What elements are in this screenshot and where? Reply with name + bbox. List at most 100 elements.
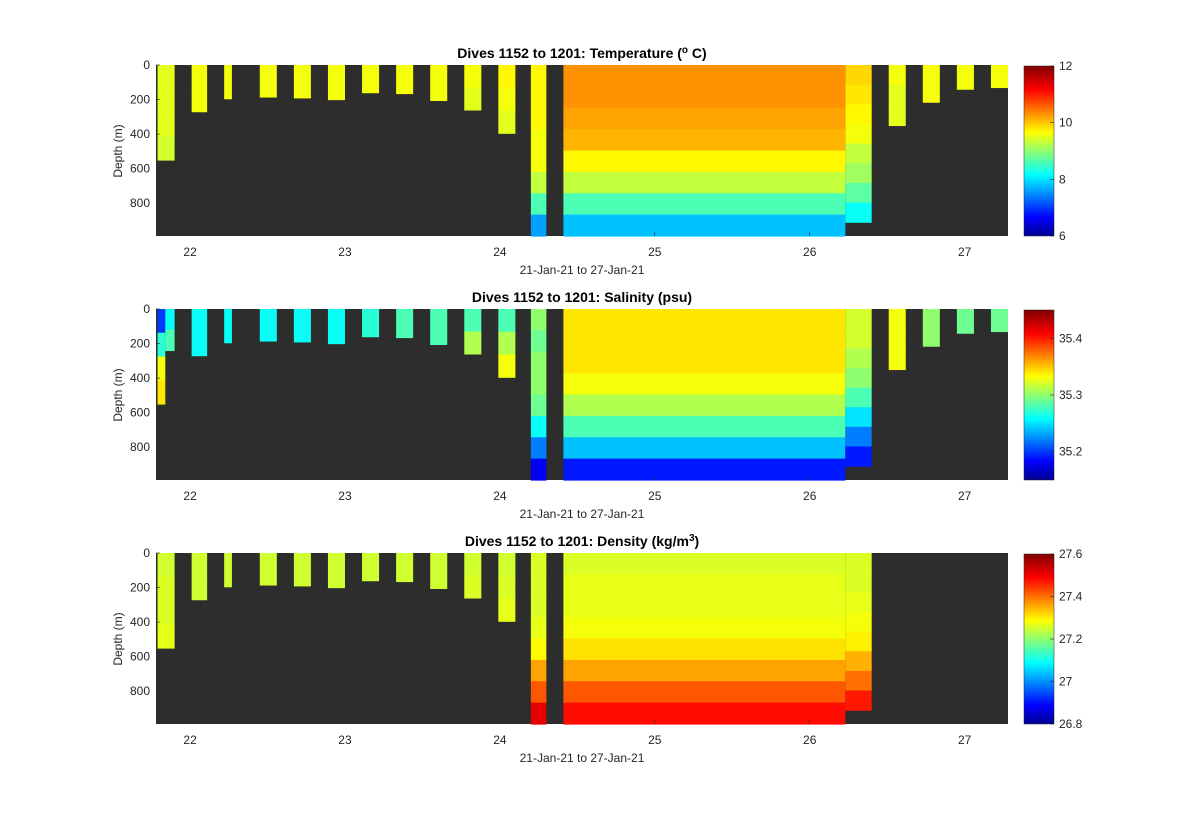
temperature-y-tick-label: 400 xyxy=(130,127,150,141)
temperature-cell xyxy=(191,65,208,89)
temperature-x-tick-label: 22 xyxy=(183,245,197,259)
temperature-colorbar-tick-label: 8 xyxy=(1059,172,1066,186)
salinity-cell xyxy=(157,332,166,358)
temperature-x-tick-label: 26 xyxy=(803,245,817,259)
density-colorbar-tick-label: 27.2 xyxy=(1059,632,1083,646)
salinity-y-tick-label: 800 xyxy=(130,440,150,454)
temperature-cell xyxy=(157,65,175,90)
temperature-cell xyxy=(530,214,547,237)
density-x-tick-label: 25 xyxy=(648,733,662,747)
salinity-cell xyxy=(845,426,872,448)
density-cell xyxy=(563,702,846,725)
temperature-cell xyxy=(224,65,232,100)
density-cell xyxy=(530,681,547,704)
salinity-cell xyxy=(430,309,448,346)
density-cell xyxy=(845,553,872,574)
density-colorbar-tick-label: 27.6 xyxy=(1059,547,1083,561)
density-cell xyxy=(327,553,345,589)
salinity-cell xyxy=(224,309,232,344)
temperature-cell xyxy=(563,86,846,109)
temperature-y-tick-label: 200 xyxy=(130,93,150,107)
density-cell xyxy=(157,576,175,602)
density-colorbar-ticks: 26.8 27 27.2 27.4 27.6 xyxy=(1050,547,1083,731)
temperature-x-ticks: 22 23 24 25 26 27 xyxy=(183,232,972,259)
salinity-title: Dives 1152 to 1201: Salinity (psu) xyxy=(472,289,692,305)
salinity-x-tick-label: 24 xyxy=(493,489,507,503)
temperature-colorbar-ticks: 6 8 10 12 xyxy=(1050,59,1073,243)
salinity-x-ticks: 22 23 24 25 26 27 xyxy=(183,476,972,503)
salinity-x-tick-label: 25 xyxy=(648,489,662,503)
salinity-data-cells xyxy=(157,309,1008,481)
salinity-cell xyxy=(845,328,872,349)
density-cell xyxy=(498,598,516,622)
temperature-cell xyxy=(956,65,974,90)
salinity-cell xyxy=(563,394,846,417)
density-cell xyxy=(845,651,872,672)
temperature-x-tick-label: 25 xyxy=(648,245,662,259)
temperature-cell xyxy=(845,163,872,184)
temperature-cell xyxy=(845,182,872,204)
temperature-colorbar-tick-label: 10 xyxy=(1059,116,1073,130)
density-cell xyxy=(530,702,547,725)
salinity-cell xyxy=(845,446,872,467)
density-cell xyxy=(430,553,448,590)
salinity-y-tick-label: 600 xyxy=(130,406,150,420)
temperature-cell xyxy=(845,202,872,223)
salinity-x-tick-label: 26 xyxy=(803,489,817,503)
density-cell xyxy=(530,553,547,575)
temperature-cell xyxy=(888,105,906,127)
density-y-tick-label: 0 xyxy=(143,546,150,560)
temperature-cell xyxy=(293,65,311,99)
density-cell xyxy=(464,575,482,599)
temperature-cell xyxy=(498,87,516,112)
temperature-cell xyxy=(259,65,277,98)
density-cell xyxy=(563,595,846,618)
temperature-cell xyxy=(530,193,547,216)
density-cell xyxy=(157,600,175,625)
temperature-colorbar-tick-label: 6 xyxy=(1059,229,1066,243)
salinity-x-tick-label: 22 xyxy=(183,489,197,503)
salinity-cell xyxy=(498,354,516,378)
salinity-cell xyxy=(157,356,166,381)
temperature-cell xyxy=(530,65,547,87)
salinity-cell xyxy=(563,330,846,353)
salinity-y-ticks: 0 200 400 600 800 xyxy=(130,302,160,454)
density-x-tick-label: 22 xyxy=(183,733,197,747)
salinity-colorbar-tick-label: 35.4 xyxy=(1059,331,1083,345)
temperature-cell xyxy=(845,65,872,86)
density-x-tick-label: 24 xyxy=(493,733,507,747)
density-cell xyxy=(362,553,380,582)
temperature-cell xyxy=(157,112,175,137)
temperature-cell xyxy=(845,143,872,164)
density-cell xyxy=(530,659,547,682)
density-cell xyxy=(845,611,872,633)
salinity-cell xyxy=(530,330,547,353)
density-panel: Dives 1152 to 1201: Density (kg/m3) 22 23… xyxy=(111,533,1083,765)
salinity-cell xyxy=(530,373,547,396)
salinity-x-tick-label: 23 xyxy=(338,489,352,503)
density-y-tick-label: 200 xyxy=(130,581,150,595)
salinity-colorbar-tick-label: 35.3 xyxy=(1059,388,1083,402)
density-colorbar-tick-label: 27 xyxy=(1059,675,1073,689)
salinity-cell xyxy=(956,309,974,334)
salinity-cell xyxy=(191,332,208,357)
density-cell xyxy=(845,690,872,711)
density-cell xyxy=(563,638,846,661)
salinity-cell xyxy=(464,309,482,333)
salinity-cell xyxy=(396,309,414,339)
density-cell xyxy=(396,553,414,583)
salinity-colorbar xyxy=(1023,309,1055,481)
salinity-y-tick-label: 400 xyxy=(130,371,150,385)
density-cell xyxy=(530,617,547,640)
salinity-cell xyxy=(157,309,166,334)
temperature-cell xyxy=(563,214,846,237)
salinity-x-axis-label: 21-Jan-21 to 27-Jan-21 xyxy=(520,507,645,521)
density-cell xyxy=(498,575,516,600)
temperature-cell xyxy=(464,65,482,89)
density-cell xyxy=(259,553,277,586)
salinity-y-tick-label: 0 xyxy=(143,302,150,316)
temperature-y-axis-label: Depth (m) xyxy=(111,124,125,177)
temperature-cell xyxy=(563,193,846,216)
temperature-colorbar xyxy=(1023,65,1055,237)
